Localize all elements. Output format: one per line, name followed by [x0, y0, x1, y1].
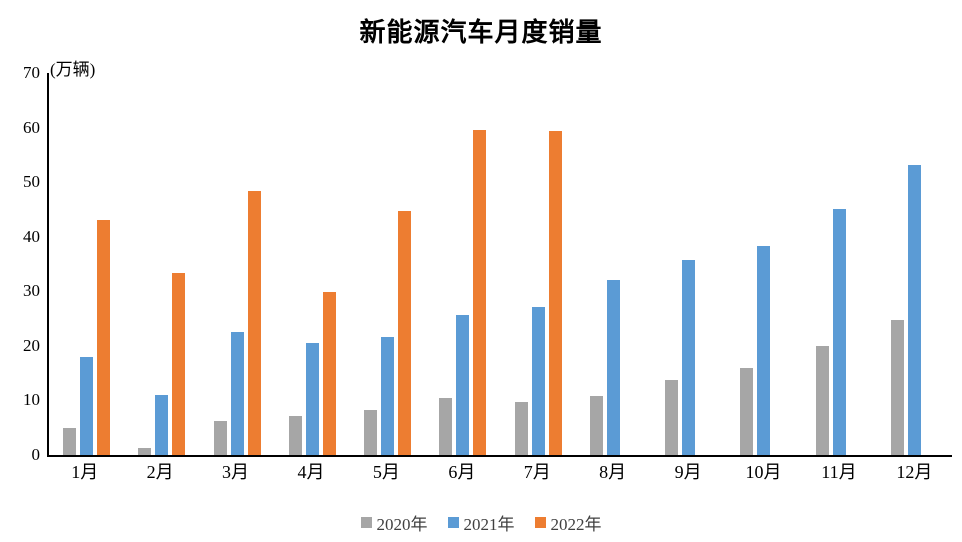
bar-2020年 [63, 427, 77, 455]
x-tick-label: 9月 [674, 462, 702, 482]
y-tick-label: 70 [23, 63, 40, 82]
legend-item: 2021年 [447, 510, 515, 535]
bar-2022年 [97, 219, 111, 455]
bar-2021年 [305, 342, 319, 455]
bar-2021年 [155, 395, 169, 455]
bar-2021年 [757, 246, 771, 455]
y-axis: 0 10 20 30 40 50 60 70 [0, 0, 40, 542]
y-axis-unit-label: (万辆) [50, 60, 96, 79]
bar-2020年 [890, 319, 904, 455]
x-tick-label: 3月 [222, 462, 250, 482]
bar-2021年 [531, 307, 545, 455]
bar-2021年 [907, 165, 921, 455]
bar-2022年 [172, 272, 186, 455]
chart-title: 新能源汽车月度销量 [359, 18, 603, 47]
bar-2022年 [247, 190, 261, 455]
bar-2020年 [138, 447, 152, 455]
bar-2020年 [665, 379, 679, 455]
y-tick-label: 10 [23, 390, 40, 410]
bar-group [726, 73, 801, 455]
bar-2020年 [589, 395, 603, 455]
bar-group [49, 73, 124, 455]
x-tick-label: 8月 [599, 462, 627, 482]
bar-2022年 [473, 129, 487, 455]
bar-2022年 [322, 291, 336, 455]
legend-swatch-icon [534, 517, 546, 528]
bar-group [877, 73, 952, 455]
bar-2020年 [364, 410, 378, 455]
legend-item: 2022年 [534, 510, 602, 535]
legend-label: 2021年 [463, 515, 515, 534]
bar-2021年 [230, 331, 244, 455]
bar-2020年 [815, 345, 829, 455]
legend-item: 2020年 [360, 510, 428, 535]
bar-2021年 [682, 260, 696, 455]
bar-2021年 [80, 357, 94, 455]
bar-2020年 [213, 420, 227, 455]
legend-label: 2022年 [550, 515, 602, 534]
bar-group [802, 73, 877, 455]
y-tick-label: 30 [23, 281, 40, 301]
legend-swatch-icon [360, 517, 372, 528]
bar-group [275, 73, 350, 455]
bar-group [124, 73, 199, 455]
x-axis: 1月 2月 3月 4月 5月 6月 7月 8月 9月 10月 11月 12月 [47, 461, 952, 483]
y-tick-label: 0 [31, 445, 41, 464]
x-tick-label: 6月 [448, 462, 476, 482]
x-tick-label: 10月 [745, 462, 782, 482]
bar-group [501, 73, 576, 455]
legend-label: 2020年 [376, 515, 428, 534]
bar-group [425, 73, 500, 455]
y-tick-label: 40 [23, 226, 40, 246]
x-tick-label: 2月 [146, 462, 174, 482]
y-tick-label: 50 [23, 172, 40, 192]
bar-2020年 [740, 367, 754, 455]
x-tick-label: 7月 [523, 462, 551, 482]
bar-2020年 [288, 415, 302, 455]
legend-swatch-icon [447, 517, 459, 528]
bar-2021年 [832, 209, 846, 455]
bar-2021年 [381, 336, 395, 455]
bar-2022年 [548, 131, 562, 455]
y-tick-label: 60 [23, 117, 40, 137]
bar-2021年 [456, 315, 470, 455]
plot-area [47, 73, 952, 457]
y-tick-label: 20 [23, 335, 40, 355]
x-tick-label: 5月 [372, 462, 400, 482]
x-tick-label: 11月 [821, 462, 857, 482]
bar-2020年 [514, 401, 528, 455]
bar-2022年 [398, 211, 412, 455]
bar-group [200, 73, 275, 455]
x-tick-label: 12月 [896, 462, 933, 482]
x-tick-label: 1月 [71, 462, 99, 482]
bar-2021年 [606, 279, 620, 455]
bar-group [651, 73, 726, 455]
bar-group [576, 73, 651, 455]
bar-2020年 [439, 398, 453, 455]
bar-group [350, 73, 425, 455]
legend: 2020年 2021年 2022年 [0, 510, 962, 535]
x-tick-label: 4月 [297, 462, 325, 482]
